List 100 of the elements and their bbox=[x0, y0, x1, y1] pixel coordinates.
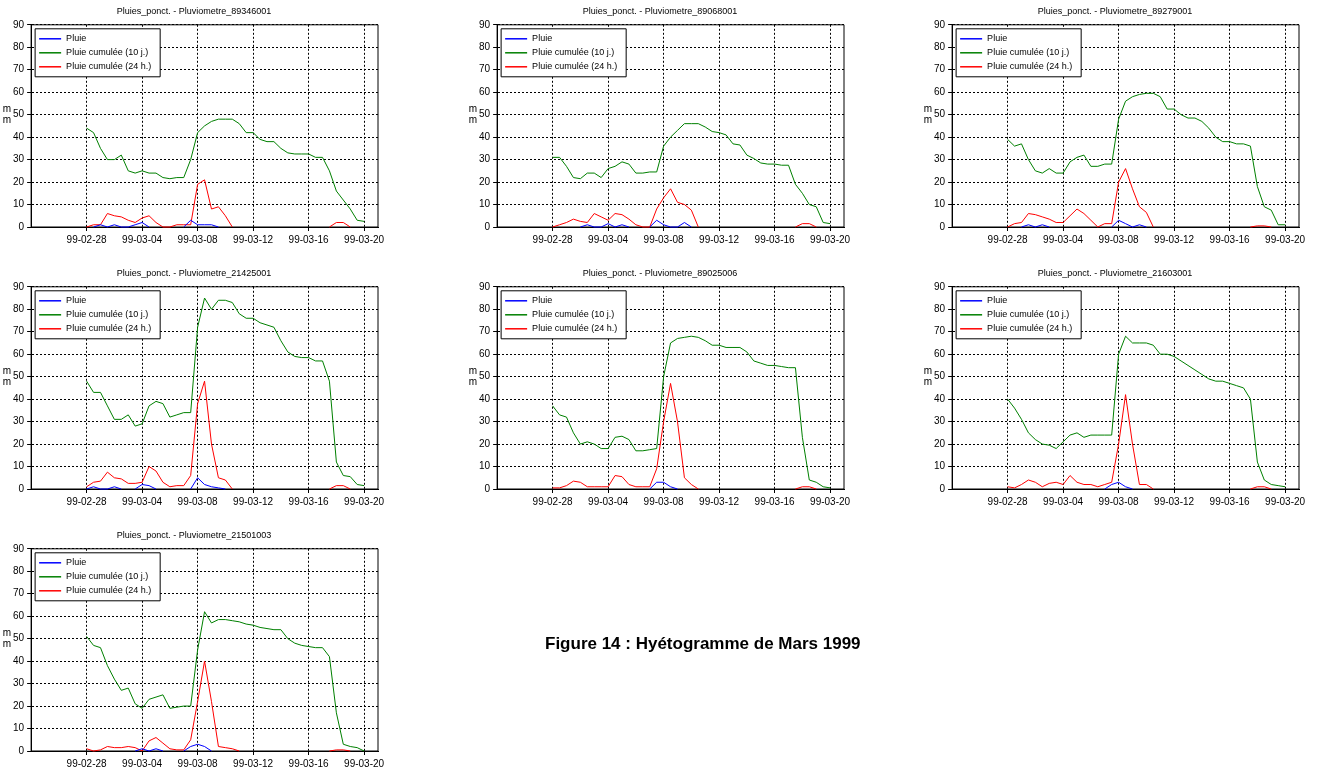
legend-label: Pluie cumulée (10 j.) bbox=[66, 47, 149, 58]
y-tick-label: 20 bbox=[934, 437, 946, 449]
x-tick-label: 99-02-28 bbox=[987, 233, 1029, 245]
y-tick-label: 0 bbox=[939, 220, 946, 232]
y-tick-label: 60 bbox=[13, 85, 25, 97]
x-tick-label: 99-03-12 bbox=[699, 495, 740, 507]
x-tick-label: 99-03-08 bbox=[177, 495, 219, 507]
x-tick-label: 99-03-16 bbox=[288, 495, 330, 507]
x-tick-label: 99-02-28 bbox=[66, 495, 108, 507]
legend-label: Pluie bbox=[532, 33, 553, 44]
y-tick-label: 50 bbox=[13, 370, 25, 382]
legend-label: Pluie cumulée (10 j.) bbox=[987, 47, 1070, 58]
y-tick-label: 80 bbox=[479, 41, 491, 53]
x-tick-label: 99-03-20 bbox=[344, 757, 385, 769]
y-axis-title: mm bbox=[2, 103, 12, 126]
y-tick-label: 0 bbox=[484, 482, 491, 494]
x-tick-label: 99-02-28 bbox=[66, 233, 108, 245]
y-tick-label: 60 bbox=[13, 609, 25, 621]
x-tick-label: 99-02-28 bbox=[532, 495, 574, 507]
chart-title: Pluies_ponct. - Pluviometre_89346001 bbox=[116, 5, 272, 16]
caption: Figure 14 : Hyétogramme de Mars 1999 bbox=[545, 634, 861, 654]
x-tick-label: 99-03-12 bbox=[699, 233, 740, 245]
x-tick-label: 99-02-28 bbox=[987, 495, 1029, 507]
y-tick-label: 20 bbox=[13, 175, 25, 187]
y-tick-label: 90 bbox=[479, 280, 491, 292]
chart-title: Pluies_ponct. - Pluviometre_89068001 bbox=[582, 5, 738, 16]
y-tick-label: 20 bbox=[479, 175, 491, 187]
y-tick-label: 0 bbox=[484, 220, 491, 232]
x-tick-label: 99-03-20 bbox=[1265, 233, 1306, 245]
x-tick-label: 99-03-04 bbox=[122, 757, 163, 769]
x-tick-label: 99-03-08 bbox=[643, 495, 685, 507]
y-tick-label: 90 bbox=[934, 18, 946, 30]
legend-label: Pluie cumulée (10 j.) bbox=[532, 47, 615, 58]
x-tick-label: 99-03-20 bbox=[344, 233, 385, 245]
y-tick-label: 30 bbox=[13, 153, 25, 165]
y-tick-label: 90 bbox=[479, 18, 491, 30]
y-tick-label: 70 bbox=[13, 587, 25, 599]
legend-label: Pluie cumulée (24 h.) bbox=[66, 585, 152, 596]
y-tick-label: 70 bbox=[13, 325, 25, 337]
y-tick-label: 80 bbox=[13, 565, 25, 577]
y-tick-label: 60 bbox=[13, 347, 25, 359]
y-tick-label: 20 bbox=[13, 699, 25, 711]
x-tick-label: 99-03-08 bbox=[177, 757, 219, 769]
y-axis-title: mm bbox=[468, 103, 478, 126]
y-tick-label: 30 bbox=[479, 153, 491, 165]
x-tick-label: 99-03-16 bbox=[288, 233, 330, 245]
legend-label: Pluie cumulée (24 h.) bbox=[987, 61, 1073, 72]
x-tick-label: 99-03-04 bbox=[122, 233, 163, 245]
y-tick-label: 80 bbox=[13, 303, 25, 315]
x-tick-label: 99-03-16 bbox=[754, 495, 796, 507]
y-tick-label: 60 bbox=[934, 85, 946, 97]
y-tick-label: 10 bbox=[479, 460, 491, 472]
y-axis-title: mm bbox=[923, 365, 933, 388]
y-tick-label: 40 bbox=[13, 130, 25, 142]
y-tick-label: 30 bbox=[934, 415, 946, 427]
y-axis-title: mm bbox=[2, 365, 12, 388]
y-tick-label: 40 bbox=[934, 392, 946, 404]
y-tick-label: 70 bbox=[934, 325, 946, 337]
y-tick-label: 10 bbox=[13, 722, 25, 734]
legend-label: Pluie bbox=[532, 295, 553, 306]
y-tick-label: 40 bbox=[479, 392, 491, 404]
y-axis-title: mm bbox=[2, 627, 12, 650]
legend-label: Pluie cumulée (10 j.) bbox=[987, 309, 1070, 320]
y-tick-label: 10 bbox=[13, 460, 25, 472]
y-tick-label: 50 bbox=[13, 108, 25, 120]
legend-label: Pluie bbox=[66, 33, 87, 44]
y-tick-label: 0 bbox=[18, 744, 25, 756]
y-tick-label: 20 bbox=[479, 437, 491, 449]
legend-label: Pluie cumulée (10 j.) bbox=[66, 571, 149, 582]
y-tick-label: 40 bbox=[934, 130, 946, 142]
x-tick-label: 99-03-20 bbox=[810, 495, 851, 507]
legend-label: Pluie cumulée (10 j.) bbox=[66, 309, 149, 320]
y-tick-label: 60 bbox=[934, 347, 946, 359]
y-tick-label: 80 bbox=[479, 303, 491, 315]
y-tick-label: 70 bbox=[479, 325, 491, 337]
y-tick-label: 30 bbox=[13, 677, 25, 689]
y-axis-title: mm bbox=[468, 365, 478, 388]
legend-label: Pluie bbox=[987, 295, 1008, 306]
y-tick-label: 60 bbox=[479, 85, 491, 97]
y-tick-label: 70 bbox=[934, 63, 946, 75]
y-tick-label: 20 bbox=[13, 437, 25, 449]
y-tick-label: 50 bbox=[479, 370, 491, 382]
y-tick-label: 0 bbox=[18, 220, 25, 232]
y-tick-label: 60 bbox=[479, 347, 491, 359]
y-tick-label: 10 bbox=[479, 198, 491, 210]
x-tick-label: 99-02-28 bbox=[66, 757, 108, 769]
x-tick-label: 99-03-16 bbox=[754, 233, 796, 245]
y-tick-label: 20 bbox=[934, 175, 946, 187]
y-tick-label: 70 bbox=[479, 63, 491, 75]
legend-label: Pluie cumulée (24 h.) bbox=[66, 61, 152, 72]
legend-label: Pluie cumulée (24 h.) bbox=[987, 323, 1073, 334]
x-tick-label: 99-02-28 bbox=[532, 233, 574, 245]
y-tick-label: 70 bbox=[13, 63, 25, 75]
y-tick-label: 40 bbox=[479, 130, 491, 142]
x-tick-label: 99-03-16 bbox=[1209, 233, 1251, 245]
x-tick-label: 99-03-20 bbox=[810, 233, 851, 245]
y-tick-label: 10 bbox=[934, 198, 946, 210]
x-tick-label: 99-03-12 bbox=[233, 757, 274, 769]
y-tick-label: 90 bbox=[934, 280, 946, 292]
y-axis-title: mm bbox=[923, 103, 933, 126]
